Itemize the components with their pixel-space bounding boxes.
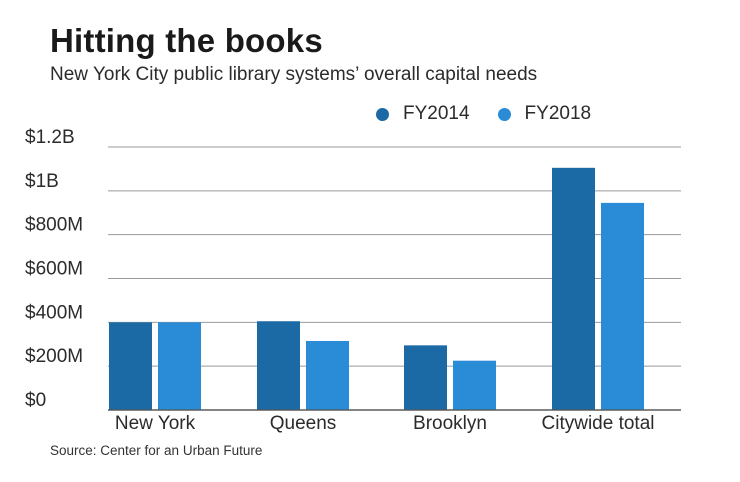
chart-title: Hitting the books xyxy=(50,22,323,59)
legend-label-fy2018: FY2018 xyxy=(524,103,592,124)
y-tick-label: $600M xyxy=(25,259,83,280)
x-tick-label: Brooklyn xyxy=(413,413,487,434)
legend-item-fy2014: FY2014 xyxy=(376,103,470,125)
bar-fy2018-brooklyn xyxy=(453,360,496,410)
legend-item-fy2018: FY2018 xyxy=(497,103,592,125)
legend-label-fy2014: FY2014 xyxy=(403,103,470,124)
bar-fy2014-brooklyn xyxy=(404,345,447,410)
y-tick-label: $200M xyxy=(25,346,83,367)
chart-subtitle: New York City public library systems’ ov… xyxy=(50,64,538,85)
source-note: Source: Center for an Urban Future xyxy=(50,443,263,458)
y-tick-label: $1B xyxy=(25,171,59,192)
bar-fy2018-citywide-total xyxy=(601,202,644,410)
x-tick-label: Citywide total xyxy=(542,413,655,434)
y-tick-label: $0 xyxy=(25,390,46,411)
legend-marker-fy2018 xyxy=(497,107,511,121)
x-tick-label: Queens xyxy=(270,413,337,434)
bar-fy2018-new-york xyxy=(158,322,201,410)
y-tick-label: $400M xyxy=(25,302,83,323)
bar-fy2018-queens xyxy=(306,340,349,410)
y-tick-label: $800M xyxy=(25,215,83,236)
x-tick-label: New York xyxy=(115,413,196,434)
bar-fy2014-new-york xyxy=(109,322,152,410)
legend-marker-fy2014 xyxy=(376,107,389,121)
bar-fy2014-queens xyxy=(257,321,300,410)
y-tick-label: $1.2B xyxy=(25,127,75,148)
bar-fy2014-citywide-total xyxy=(552,167,595,410)
legend: FY2014 FY2018 xyxy=(376,103,619,125)
